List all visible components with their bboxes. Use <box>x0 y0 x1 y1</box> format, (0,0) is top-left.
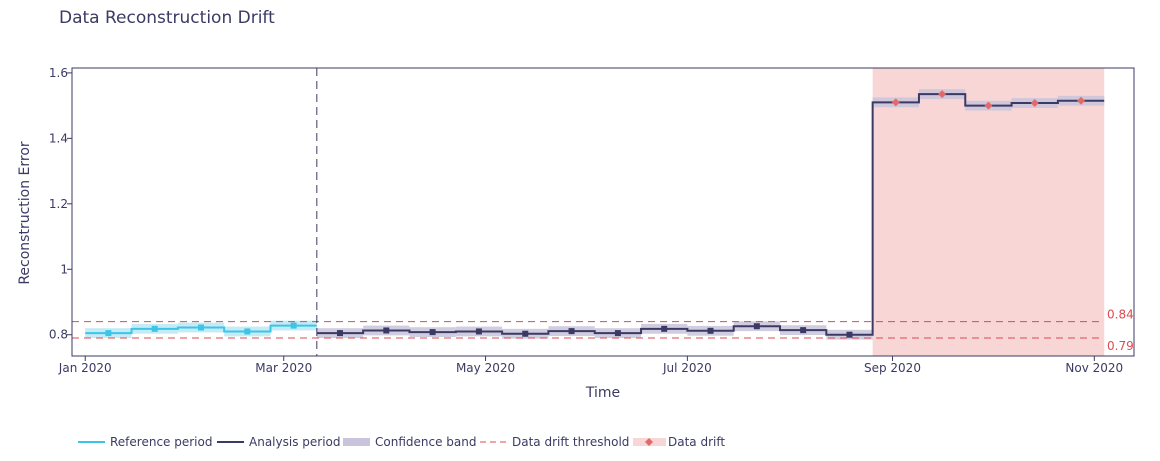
drift-point <box>938 90 947 99</box>
analysis-point <box>846 331 853 338</box>
analysis-point <box>568 328 575 335</box>
drift-region <box>872 68 1105 356</box>
analysis-point <box>475 328 482 335</box>
y-tick-label: 1 <box>60 262 68 276</box>
drift-point <box>1077 96 1086 105</box>
x-tick-label: May 2020 <box>456 361 515 375</box>
legend-label: Data drift threshold <box>512 435 629 449</box>
analysis-point <box>661 325 668 332</box>
x-tick-label: Mar 2020 <box>255 361 312 375</box>
reference-point <box>290 322 297 329</box>
analysis-point <box>383 327 390 334</box>
plot-area: 0.84 0.79 0.8 1 1.2 1.4 1.6 Jan 2020 Mar 2020 May… <box>49 66 1135 375</box>
legend-label: Analysis period <box>249 435 340 449</box>
y-tick-label: 1.6 <box>49 66 68 80</box>
y-tick-label: 1.2 <box>49 197 68 211</box>
legend-swatch <box>343 438 370 446</box>
x-tick-label: Jul 2020 <box>662 361 712 375</box>
x-tick-label: Nov 2020 <box>1065 361 1123 375</box>
analysis-point <box>522 330 529 337</box>
chart-title: Data Reconstruction Drift <box>59 8 275 28</box>
analysis-point <box>429 329 436 336</box>
reference-point <box>198 324 205 331</box>
analysis-point <box>614 330 621 337</box>
x-tick-label: Sep 2020 <box>864 361 921 375</box>
legend-label: Reference period <box>110 435 212 449</box>
legend-label: Confidence band <box>375 435 476 449</box>
reference-point <box>105 330 112 337</box>
y-tick-label: 1.4 <box>49 131 68 145</box>
y-tick-label: 0.8 <box>49 328 68 342</box>
threshold-label: 0.79 <box>1107 339 1134 353</box>
analysis-point <box>753 323 760 330</box>
plot-frame <box>71 67 1135 357</box>
reference-point <box>151 325 158 332</box>
analysis-point <box>707 327 714 334</box>
x-axis-title: Time <box>585 385 620 401</box>
analysis-point <box>800 327 807 334</box>
legend: Reference period Analysis period Confidenc… <box>78 435 725 449</box>
x-tick-label: Jan 2020 <box>58 361 112 375</box>
analysis-point <box>336 330 343 337</box>
threshold-label: 0.84 <box>1107 308 1134 322</box>
legend-label: Data drift <box>668 435 725 449</box>
drift-point <box>891 98 900 107</box>
reference-point <box>244 328 251 335</box>
drift-point <box>1030 99 1039 108</box>
legend-marker <box>645 438 653 446</box>
drift-point <box>984 101 993 110</box>
y-axis-title: Reconstruction Error <box>17 141 33 285</box>
